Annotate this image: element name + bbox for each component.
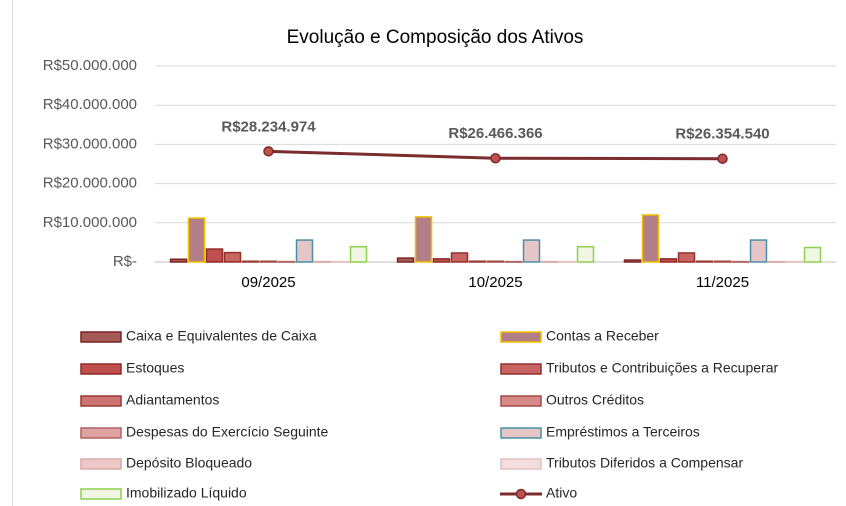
y-tick-label: R$40.000.000 — [43, 96, 137, 113]
legend-swatch — [500, 331, 542, 343]
bar — [223, 251, 242, 263]
legend-swatch — [80, 458, 122, 470]
legend-swatch — [515, 488, 527, 500]
bar — [486, 260, 505, 263]
legend-label: Tributos e Contribuições a Recuperar — [546, 360, 778, 376]
y-tick-label: R$20.000.000 — [43, 175, 137, 192]
bar — [576, 245, 595, 263]
bar — [414, 216, 433, 263]
bar — [432, 258, 451, 263]
line-marker — [717, 153, 728, 164]
legend-label: Ativo — [546, 485, 577, 501]
legend-swatch — [500, 395, 542, 407]
legend-swatch — [80, 331, 122, 343]
bar — [767, 260, 786, 263]
legend-swatch — [500, 427, 542, 439]
legend-label: Empréstimos a Terceiros — [546, 424, 700, 440]
y-tick-label: R$- — [113, 253, 137, 270]
bar — [540, 260, 559, 263]
bar — [349, 245, 368, 263]
bar — [450, 252, 469, 263]
legend-label: Depósito Bloqueado — [126, 455, 252, 471]
bar — [504, 260, 523, 263]
bar — [641, 214, 660, 263]
bar — [695, 260, 714, 263]
y-tick-label: R$30.000.000 — [43, 135, 137, 152]
legend-label: Contas a Receber — [546, 328, 659, 344]
legend-swatch — [500, 458, 542, 470]
bar — [713, 260, 732, 263]
legend-swatch — [80, 395, 122, 407]
bar — [205, 248, 224, 263]
y-tick-label: R$10.000.000 — [43, 214, 137, 231]
bar — [169, 258, 188, 263]
bar — [313, 260, 332, 263]
bar — [187, 217, 206, 263]
legend-label: Tributos Diferidos a Compensar — [546, 455, 743, 471]
legend-swatch — [80, 427, 122, 439]
legend-label: Imobilizado Líquido — [126, 485, 247, 501]
data-label: R$26.466.366 — [448, 125, 542, 142]
bar — [259, 260, 278, 263]
bar — [396, 257, 415, 263]
legend-swatch — [80, 363, 122, 375]
bar — [623, 259, 642, 263]
x-tick-label: 09/2025 — [241, 274, 295, 291]
legend-label: Adiantamentos — [126, 392, 219, 408]
bar — [558, 260, 577, 263]
x-tick-label: 11/2025 — [696, 274, 749, 291]
bar — [659, 258, 678, 263]
bar — [295, 239, 314, 263]
bar — [785, 260, 804, 263]
legend-swatch — [80, 488, 122, 500]
bar — [803, 246, 822, 263]
bar — [522, 239, 541, 263]
legend-label: Despesas do Exercício Seguinte — [126, 424, 329, 440]
chart-title: Evolução e Composição dos Ativos — [287, 27, 584, 48]
bar — [677, 252, 696, 263]
bar — [749, 239, 768, 263]
line-marker — [490, 153, 501, 164]
bar — [241, 260, 260, 263]
bar — [277, 260, 296, 263]
data-label: R$28.234.974 — [221, 118, 316, 135]
bar — [331, 260, 350, 263]
legend-swatch — [500, 363, 542, 375]
legend-label: Caixa e Equivalentes de Caixa — [126, 328, 317, 344]
x-tick-label: 10/2025 — [468, 274, 522, 291]
bar — [731, 260, 750, 263]
bar — [468, 260, 487, 263]
line-marker — [263, 146, 274, 157]
y-tick-label: R$50.000.000 — [43, 57, 137, 74]
legend-label: Outros Créditos — [546, 392, 644, 408]
data-label: R$26.354.540 — [675, 126, 769, 143]
legend-label: Estoques — [126, 360, 184, 376]
